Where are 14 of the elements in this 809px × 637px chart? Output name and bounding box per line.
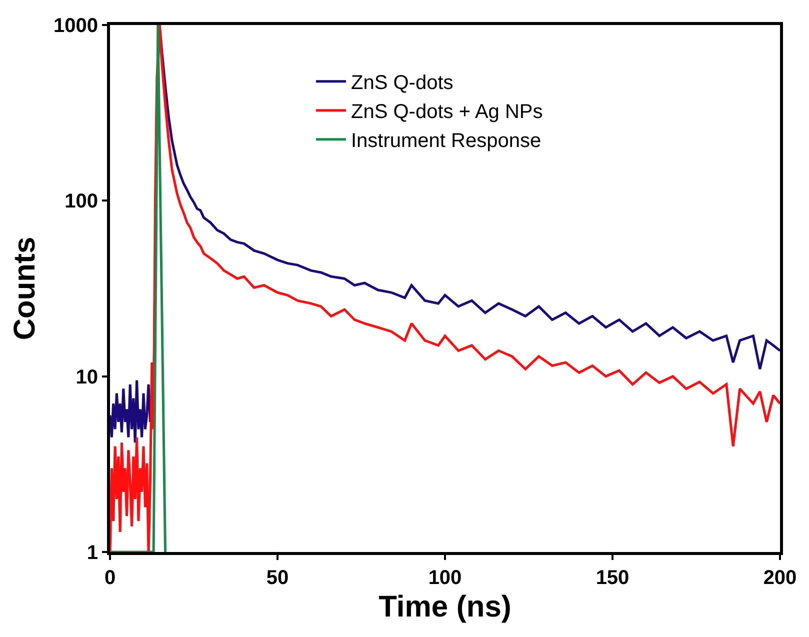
x-tick-label: 0	[104, 567, 116, 589]
x-tick-label: 200	[763, 567, 797, 589]
y-tick-label: 1	[86, 542, 98, 564]
legend-label: Instrument Response	[351, 130, 542, 152]
x-tick-label: 100	[428, 567, 462, 589]
y-tick-label: 1000	[54, 15, 98, 37]
y-tick-label: 10	[76, 366, 98, 388]
x-tick-label: 50	[266, 567, 289, 589]
y-axis-title: Counts	[8, 236, 42, 340]
x-axis-title: Time (ns)	[378, 590, 512, 624]
x-tick-label: 150	[596, 567, 630, 589]
legend-label: ZnS Q-dots	[351, 72, 454, 94]
legend-label: ZnS Q-dots + Ag NPs	[351, 101, 543, 124]
y-tick-label: 100	[64, 190, 98, 213]
